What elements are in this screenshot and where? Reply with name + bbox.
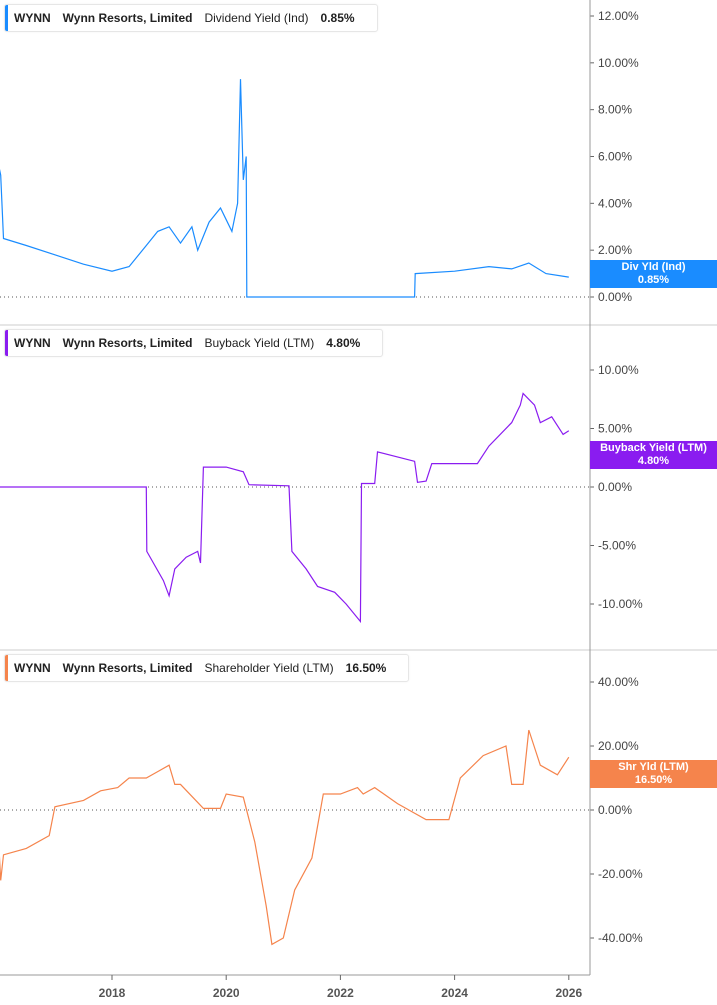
x-tick-label: 2022 <box>327 986 354 1000</box>
y-tick-label: 20.00% <box>598 739 639 753</box>
legend-buyback: WYNN Wynn Resorts, Limited Buyback Yield… <box>4 329 384 357</box>
x-tick-label: 2020 <box>213 986 240 1000</box>
legend-company: Wynn Resorts, Limited <box>62 336 193 350</box>
tag-value: 4.80% <box>637 455 670 467</box>
y-tick-label: 10.00% <box>598 363 639 377</box>
tag-label: Div Yld (Ind) <box>621 261 686 273</box>
legend-color-bar <box>5 330 8 356</box>
tag-value: 16.50% <box>634 774 673 786</box>
y-tick-label: -5.00% <box>598 539 636 553</box>
legend-value: 16.50% <box>345 661 387 675</box>
series-line <box>0 79 569 298</box>
legend-metric: Dividend Yield (Ind) <box>204 11 309 25</box>
legend-ticker: WYNN <box>14 336 51 350</box>
y-tick-label: 2.00% <box>598 243 632 257</box>
legend-company: Wynn Resorts, Limited <box>62 11 193 25</box>
y-tick-label: -10.00% <box>598 597 643 611</box>
legend-value: 0.85% <box>320 11 355 25</box>
legend-ticker: WYNN <box>14 661 51 675</box>
x-tick-label: 2018 <box>99 986 126 1000</box>
y-tick-label: 0.00% <box>598 803 632 817</box>
legend-color-bar <box>5 655 8 681</box>
x-tick-label: 2024 <box>441 986 468 1000</box>
series-line <box>0 729 570 946</box>
tag-label: Buyback Yield (LTM) <box>600 442 707 454</box>
legend-ticker: WYNN <box>14 11 51 25</box>
value-tag-shareholder: Shr Yld (LTM) 16.50% <box>590 760 717 788</box>
x-tick-label: 2026 <box>555 986 582 1000</box>
y-tick-label: 10.00% <box>598 56 639 70</box>
legend-metric: Buyback Yield (LTM) <box>204 336 315 350</box>
value-tag-dividend: Div Yld (Ind) 0.85% <box>590 260 717 288</box>
value-tag-buyback: Buyback Yield (LTM) 4.80% <box>590 441 717 469</box>
y-tick-label: -40.00% <box>598 931 643 945</box>
legend-shareholder: WYNN Wynn Resorts, Limited Shareholder Y… <box>4 654 410 682</box>
series-line <box>0 392 570 624</box>
y-tick-label: 40.00% <box>598 675 639 689</box>
legend-metric: Shareholder Yield (LTM) <box>204 661 334 675</box>
tag-label: Shr Yld (LTM) <box>618 761 689 773</box>
y-tick-label: 8.00% <box>598 103 632 117</box>
y-tick-label: -20.00% <box>598 867 643 881</box>
legend-value: 4.80% <box>326 336 361 350</box>
legend-company: Wynn Resorts, Limited <box>62 661 193 675</box>
y-tick-label: 5.00% <box>598 422 632 436</box>
y-tick-label: 6.00% <box>598 150 632 164</box>
y-tick-label: 4.00% <box>598 196 632 210</box>
y-tick-label: 12.00% <box>598 9 639 23</box>
y-tick-label: 0.00% <box>598 290 632 304</box>
y-tick-label: 0.00% <box>598 480 632 494</box>
legend-dividend: WYNN Wynn Resorts, Limited Dividend Yiel… <box>4 4 378 32</box>
tag-value: 0.85% <box>637 274 670 286</box>
legend-color-bar <box>5 5 8 31</box>
